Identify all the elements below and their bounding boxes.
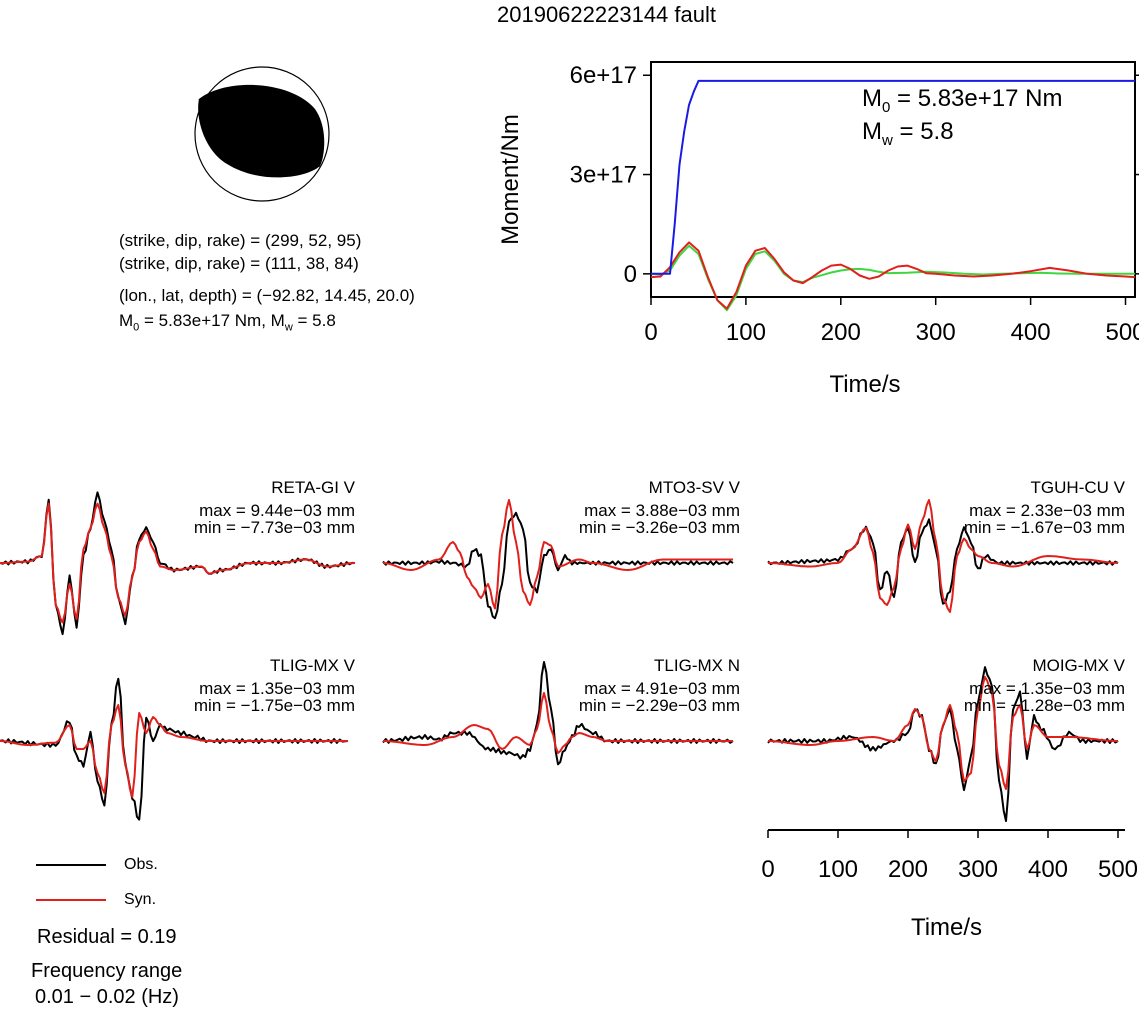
station-label: MTO3-SV V [649,478,741,497]
series-rate_red [650,241,1136,310]
residual-label: Residual = 0.19 [37,926,177,948]
observed-trace [767,518,1119,605]
min-label: min = −2.29e−03 mm [579,696,740,715]
y-tick-label: 6e+17 [570,62,637,89]
synthetic-trace [0,502,356,624]
moment-rate-chart: 0 100 200 300 400 500 0 3e+17 6e+17 Time/s Moment/… [497,61,1139,398]
max-label: max = 1.35e−03 mm [199,679,355,698]
moment-summary: M0 = 5.83e+17 Nm, Mw = 5.8 [119,311,336,334]
min-label: min = −1.28e−03 mm [964,696,1125,715]
waveform-time-axis: 0 100 200 300 400 500 Time/s [761,829,1138,940]
mw-annotation: Mw = 5.8 [862,118,954,149]
min-label: min = −3.26e−03 mm [579,518,740,537]
max-label: max = 4.91e−03 mm [584,679,740,698]
moment-plot-frame [650,61,1136,298]
x-tick-label: 400 [1011,319,1051,346]
series-rate_green [650,244,1135,312]
min-label: min = −7.73e−03 mm [194,518,355,537]
max-label: max = 2.33e−03 mm [969,501,1125,520]
nodal-plane-2: (strike, dip, rake) = (111, 38, 84) [119,254,359,273]
max-label: max = 3.88e−03 mm [584,501,740,520]
figure-title: 20190622223144 fault [497,2,716,27]
x-tick-label: 100 [818,856,858,883]
synthetic-trace [0,704,348,798]
station-label: RETA-GI V [271,478,355,497]
x-tick-label: 200 [821,319,861,346]
synthetic-trace [768,499,1119,613]
x-tick-label: 0 [761,856,774,883]
synthetic-trace [768,676,1118,790]
frequency-range-value: 0.01 − 0.02 (Hz) [35,986,179,1008]
nodal-plane-1: (strike, dip, rake) = (299, 52, 95) [119,231,362,250]
max-label: max = 1.35e−03 mm [969,679,1125,698]
x-tick-label: 100 [726,319,766,346]
legend-syn-label: Syn. [124,891,157,908]
x-axis-label: Time/s [829,371,900,398]
x-tick-label: 300 [958,856,998,883]
station-label: MOIG-MX V [1032,656,1125,675]
y-tick-label: 3e+17 [570,162,637,189]
legend [36,864,106,901]
location-depth: (lon., lat, depth) = (−92.82, 14.45, 20.… [119,286,415,305]
beachball-icon [194,66,330,202]
x-tick-label: 300 [916,319,956,346]
y-tick-label: 0 [624,261,637,288]
x-axis-label: Time/s [911,914,982,940]
station-label: TLIG-MX N [654,656,740,675]
legend-obs-label: Obs. [124,856,158,873]
synthetic-trace [383,692,733,754]
min-label: min = −1.75e−03 mm [194,696,355,715]
x-tick-label: 500 [1105,319,1139,346]
x-tick-label: 200 [888,856,928,883]
series-cumulative [651,79,1135,275]
station-label: TGUH-CU V [1031,478,1126,497]
min-label: min = −1.67e−03 mm [964,518,1125,537]
synthetic-trace [382,499,733,610]
y-axis-label: Moment/Nm [497,114,524,245]
x-tick-label: 400 [1028,856,1068,883]
station-label: TLIG-MX V [270,656,356,675]
frequency-range-label: Frequency range [31,960,183,982]
x-tick-label: 500 [1098,856,1138,883]
m0-annotation: M0 = 5.83e+17 Nm [862,85,1063,116]
max-label: max = 9.44e−03 mm [199,501,355,520]
observed-trace [382,511,734,620]
x-tick-label: 0 [644,319,657,346]
